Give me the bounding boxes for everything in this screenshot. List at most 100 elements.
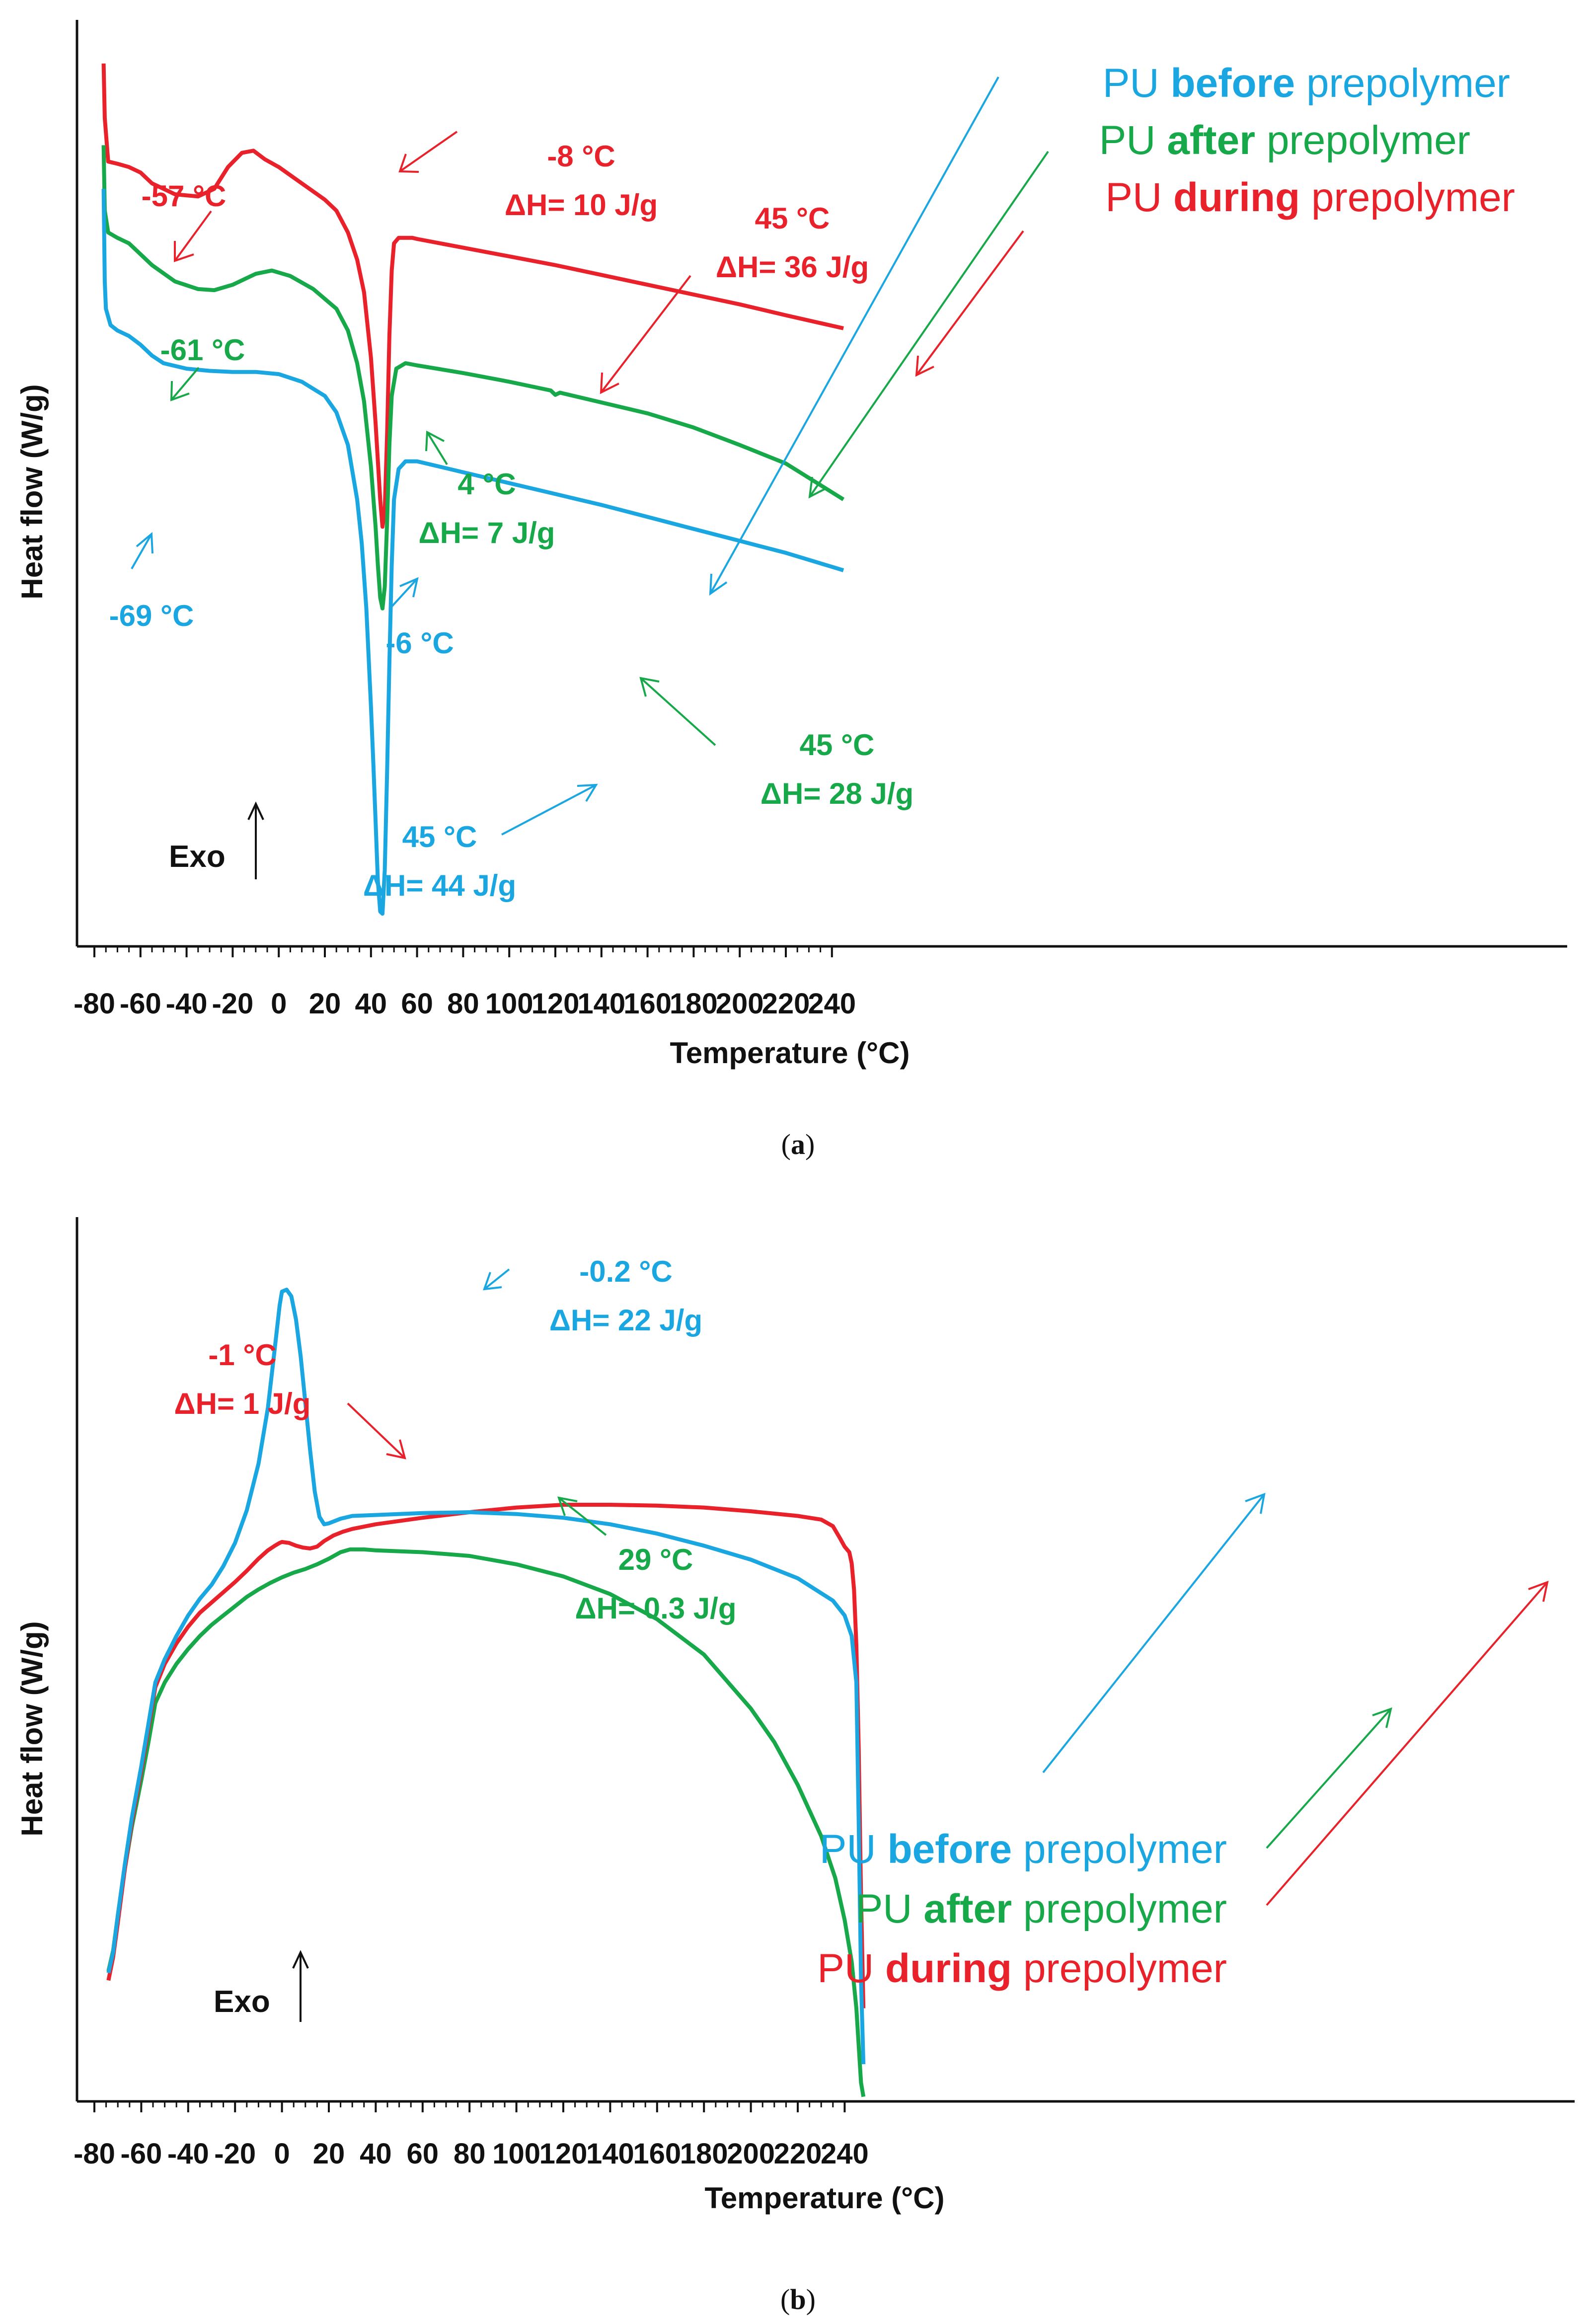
axes-a: -80 -60 -40 -20 0 20 40 60 80 1001201401601802002…	[74, 20, 1567, 1020]
x-tick-label: 60	[401, 988, 433, 1020]
x-tick-label: -80	[74, 2138, 115, 2170]
exo-label-a: Exo	[169, 840, 226, 874]
arrows-a	[131, 77, 1049, 836]
legend-entry-after: PU after prepolymer	[856, 1886, 1227, 1931]
arrow-icon	[425, 430, 448, 465]
annotation-during-cryst: -1 °C ΔH= 1 J/g	[174, 1338, 311, 1420]
exo-label-b: Exo	[214, 1985, 270, 2019]
x-tick-label: 0	[274, 2138, 290, 2170]
x-tick-label: -40	[167, 2138, 209, 2170]
x-tick-label: 160	[633, 2138, 681, 2170]
y-axis-title-b: Heat flow (W/g)	[15, 1621, 49, 1836]
arrow-icon	[1042, 1492, 1266, 1774]
arrows-b	[347, 1268, 1549, 1906]
annotation-after-cryst: 29 °C ΔH= 0.3 J/g	[575, 1543, 737, 1625]
arrow-icon	[398, 131, 458, 173]
x-tick-label: 160	[623, 988, 672, 1020]
annotation-during-melt: 45 °C ΔH= 36 J/g	[716, 202, 869, 284]
x-tick-label: -80	[74, 988, 115, 1020]
legend-entry-before: PU before prepolymer	[820, 1827, 1227, 1872]
annotation-before-tg: -69 °C	[109, 599, 194, 632]
annotations-a: -57 °C -8 °C ΔH= 10 J/g 45 °C ΔH= 36 J/g -…	[109, 140, 913, 902]
legend-entry-after: PU after prepolymer	[1099, 118, 1470, 163]
x-ticks-a	[93, 946, 833, 957]
series-line-after	[106, 1547, 866, 2097]
up-arrow-icon	[292, 1950, 309, 2022]
x-tick-label: 40	[355, 988, 387, 1020]
series-line-before	[106, 1288, 866, 2065]
legend-b: PU before prepolymer PU after prepolymer…	[817, 1827, 1227, 1991]
annotation-after-tg: -61 °C	[160, 333, 245, 367]
x-tick-label: 40	[360, 2138, 392, 2170]
annotation-after-melt: 45 °C ΔH= 28 J/g	[760, 728, 913, 810]
x-tick-label: 20	[309, 988, 341, 1020]
x-tick-labels-a: -80 -60 -40 -20 0 20 40 60 80 1001201401601802002…	[74, 988, 856, 1020]
arrow-icon	[483, 1268, 510, 1291]
annotation-before-cryst: -0.2 °C ΔH= 22 J/g	[549, 1255, 702, 1337]
arrow-icon	[1266, 1580, 1549, 1906]
arrow-icon	[389, 577, 419, 610]
up-arrow-icon	[247, 801, 264, 879]
annotation-before-melt: 45 °C ΔH= 44 J/g	[363, 820, 516, 902]
x-tick-label: -60	[120, 988, 161, 1020]
x-tick-label: 100	[485, 988, 533, 1020]
series-line-during	[106, 1503, 866, 2008]
y-axis-title-a: Heat flow (W/g)	[15, 384, 49, 599]
exo-marker-b: Exo	[214, 1950, 309, 2022]
annotation-before-cryst: -6 °C	[385, 626, 454, 660]
x-tick-labels-b: -80 -60 -40 -20 0 20 40 60 80 1001201401601802002…	[74, 2138, 869, 2170]
caption-b: (b)	[780, 2283, 816, 2316]
annotation-after-cryst: 4 °C ΔH= 7 J/g	[419, 467, 555, 549]
arrow-icon	[131, 532, 153, 569]
x-tick-label: 140	[586, 2138, 634, 2170]
x-tick-label: 120	[539, 2138, 588, 2170]
arrow-icon	[915, 230, 1024, 377]
legend-entry-before: PU before prepolymer	[1103, 61, 1510, 106]
x-tick-label: -40	[166, 988, 208, 1020]
x-tick-label: 240	[808, 988, 856, 1020]
x-tick-label: 200	[727, 2138, 775, 2170]
series-line-after	[101, 145, 845, 611]
chart-a: -80 -60 -40 -20 0 20 40 60 80 1001201401601802002…	[15, 20, 1567, 1070]
annotations-b: -0.2 °C ΔH= 22 J/g -1 °C ΔH= 1 J/g 29 °C ΔH…	[174, 1255, 737, 1625]
arrow-icon	[639, 677, 716, 746]
legend-entry-during: PU during prepolymer	[817, 1946, 1227, 1991]
x-tick-label: 20	[313, 2138, 345, 2170]
series-line-before	[101, 189, 844, 916]
arrow-icon	[501, 783, 598, 836]
x-tick-label: 140	[577, 988, 625, 1020]
caption-a: (a)	[781, 1128, 815, 1160]
arrow-icon	[808, 151, 1049, 499]
arrow-icon	[709, 77, 999, 596]
arrow-icon	[600, 275, 691, 394]
x-tick-label: 200	[716, 988, 764, 1020]
x-tick-label: 220	[774, 2138, 822, 2170]
annotation-during-cryst: -8 °C ΔH= 10 J/g	[505, 140, 658, 222]
x-tick-label: -20	[212, 988, 253, 1020]
arrow-icon	[174, 210, 212, 262]
x-tick-label: -60	[120, 2138, 162, 2170]
x-tick-label: 220	[762, 988, 810, 1020]
axes-b: -80 -60 -40 -20 0 20 40 60 80 1001201401601802002…	[74, 1217, 1575, 2170]
x-tick-label: 180	[670, 988, 718, 1020]
series-line-during	[101, 63, 844, 529]
series-lines-a	[101, 63, 845, 916]
annotation-during-tg: -57 °C	[142, 179, 227, 213]
x-tick-label: 80	[454, 2138, 486, 2170]
x-ticks-b	[93, 2101, 846, 2112]
x-axis-title-a: Temperature (°C)	[670, 1036, 910, 1070]
x-tick-label: 60	[407, 2138, 439, 2170]
series-lines-b	[106, 1288, 866, 2097]
x-axis-title-b: Temperature (°C)	[705, 2181, 945, 2215]
chart-b: -80 -60 -40 -20 0 20 40 60 80 1001201401601802002…	[15, 1217, 1575, 2215]
x-tick-label: 180	[680, 2138, 728, 2170]
legend-entry-during: PU during prepolymer	[1105, 175, 1515, 220]
x-tick-label: 0	[271, 988, 287, 1020]
x-tick-label: 120	[532, 988, 580, 1020]
arrow-icon	[1266, 1707, 1392, 1849]
x-tick-label: 240	[821, 2138, 869, 2170]
arrow-icon	[170, 367, 200, 401]
x-tick-label: 80	[447, 988, 479, 1020]
x-tick-label: 100	[492, 2138, 540, 2170]
x-tick-label: -20	[214, 2138, 256, 2170]
